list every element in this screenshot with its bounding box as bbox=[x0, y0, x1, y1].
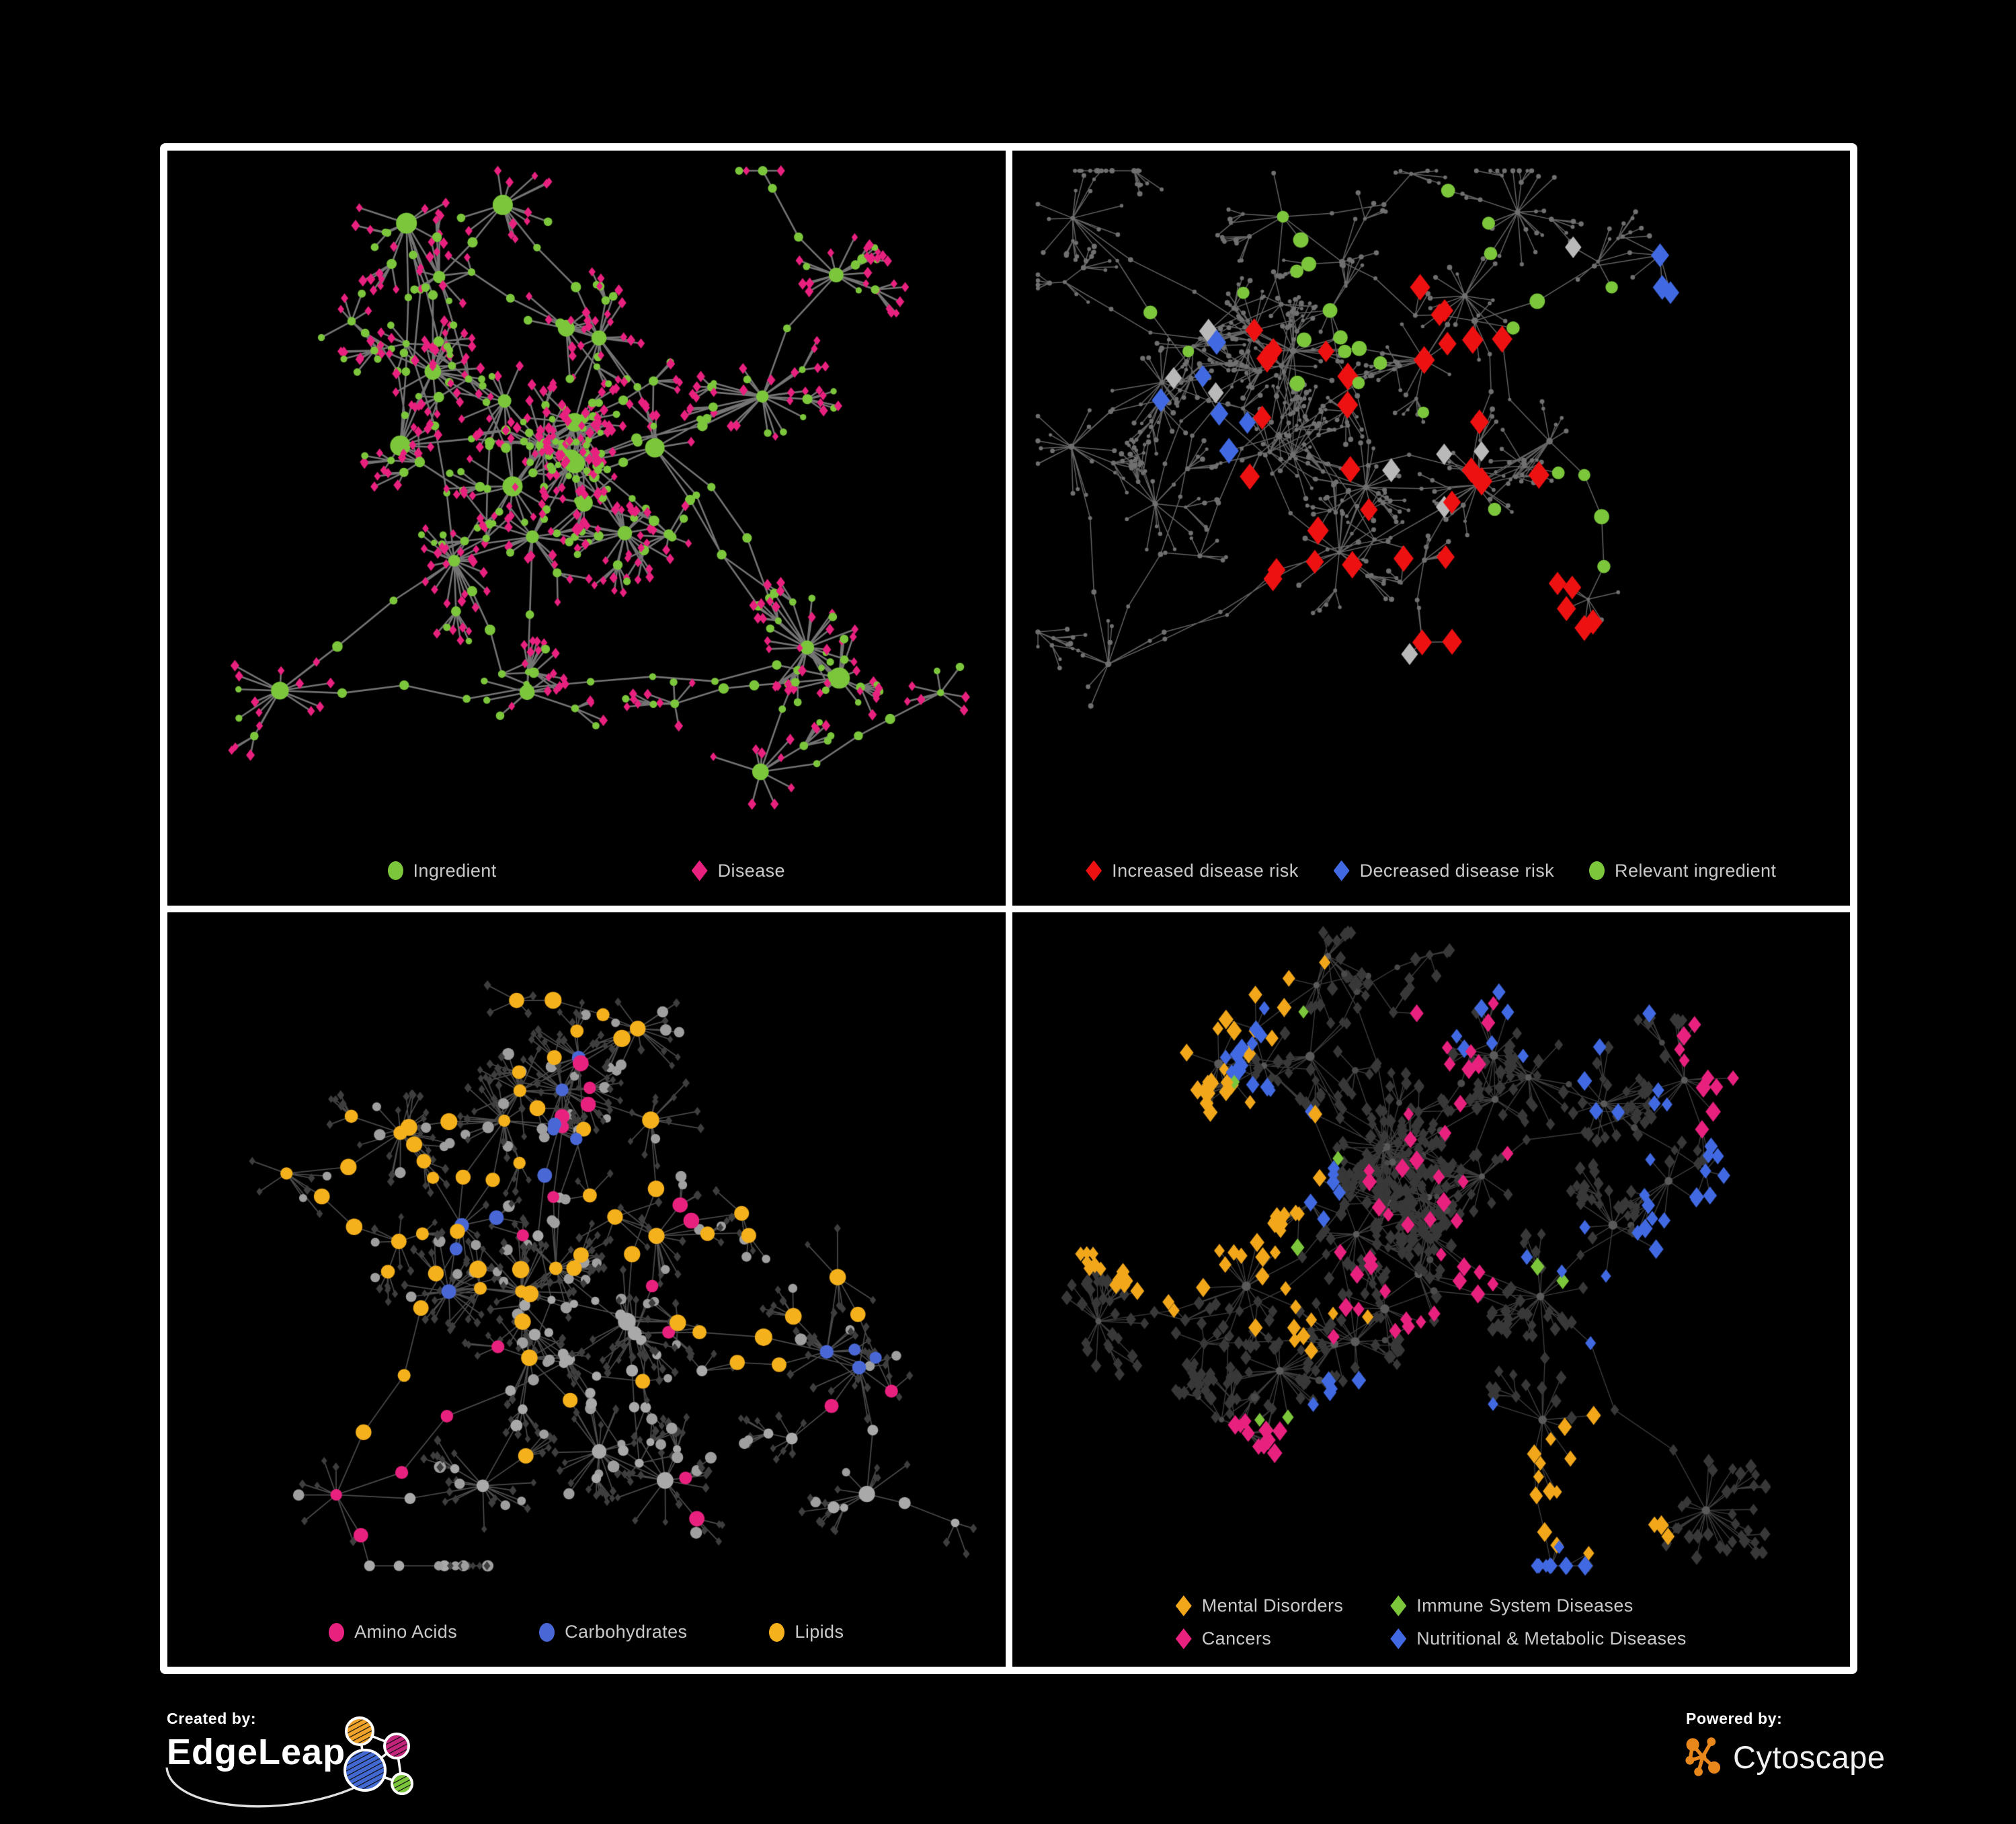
legend-label: Lipids bbox=[795, 1622, 844, 1642]
network-canvas-disease-risk bbox=[1012, 151, 1850, 905]
network-canvas-ingredient-disease bbox=[167, 151, 1005, 905]
panel-disease-risk: Increased disease risk Decreased disease… bbox=[1012, 151, 1851, 906]
panel-disease-categories: Mental Disorders Immune System Diseases … bbox=[1012, 912, 1851, 1667]
legend-item: Cancers bbox=[1175, 1628, 1343, 1649]
legend-ingredient-disease: Ingredient Disease bbox=[167, 860, 1006, 881]
legend-disease-categories: Mental Disorders Immune System Diseases … bbox=[1012, 1595, 1851, 1649]
legend-item: Nutritional & Metabolic Diseases bbox=[1390, 1628, 1686, 1649]
legend-label: Increased disease risk bbox=[1112, 860, 1299, 881]
network-canvas-disease-categories bbox=[1012, 912, 1850, 1667]
relevant-ingredient-swatch-icon bbox=[1589, 861, 1605, 880]
created-by-credit: Created by: EdgeLeap bbox=[160, 1710, 496, 1824]
cytoscape-wordmark: Cytoscape bbox=[1733, 1739, 1886, 1775]
network-canvas-nutrient-classes bbox=[167, 912, 1005, 1667]
decreased-risk-swatch-icon bbox=[1333, 860, 1350, 881]
legend-disease-risk: Increased disease risk Decreased disease… bbox=[1012, 860, 1851, 881]
mental-disorders-swatch-icon bbox=[1175, 1595, 1192, 1616]
lipids-swatch-icon bbox=[769, 1622, 785, 1642]
legend-item: Relevant ingredient bbox=[1589, 861, 1776, 881]
legend-label: Immune System Diseases bbox=[1416, 1595, 1634, 1616]
legend-item: Carbohydrates bbox=[539, 1622, 687, 1642]
legend-nutrient-classes: Amino Acids Carbohydrates Lipids bbox=[167, 1622, 1006, 1642]
legend-label: Nutritional & Metabolic Diseases bbox=[1416, 1628, 1687, 1649]
legend-label: Mental Disorders bbox=[1201, 1595, 1344, 1616]
powered-by-label: Powered by: bbox=[1686, 1710, 1783, 1727]
increased-risk-swatch-icon bbox=[1086, 860, 1102, 881]
legend-label: Decreased disease risk bbox=[1359, 860, 1555, 881]
immune-system-diseases-swatch-icon bbox=[1390, 1595, 1407, 1616]
cytoscape-logo-icon bbox=[1685, 1737, 1721, 1776]
panel-nutrient-classes: Amino Acids Carbohydrates Lipids bbox=[167, 912, 1006, 1667]
legend-label: Disease bbox=[717, 860, 785, 881]
disease-swatch-icon bbox=[691, 860, 708, 881]
ingredient-swatch-icon bbox=[387, 861, 403, 880]
created-by-label: Created by: bbox=[167, 1710, 257, 1727]
amino-acids-swatch-icon bbox=[329, 1622, 345, 1642]
legend-item: Immune System Diseases bbox=[1390, 1595, 1686, 1616]
nutritional-metabolic-diseases-swatch-icon bbox=[1390, 1628, 1407, 1649]
legend-label: Cancers bbox=[1201, 1628, 1272, 1649]
legend-label: Relevant ingredient bbox=[1615, 860, 1777, 881]
powered-by-credit: Powered by: Cytoscape bbox=[1679, 1710, 1995, 1824]
carbohydrates-swatch-icon bbox=[539, 1622, 555, 1642]
edgeleap-wordmark: EdgeLeap bbox=[167, 1732, 346, 1772]
legend-item: Decreased disease risk bbox=[1333, 860, 1555, 881]
cancers-swatch-icon bbox=[1175, 1628, 1192, 1649]
legend-label: Ingredient bbox=[413, 860, 497, 881]
legend-item: Increased disease risk bbox=[1086, 860, 1299, 881]
legend-item: Disease bbox=[691, 860, 785, 881]
legend-item: Lipids bbox=[769, 1622, 844, 1642]
panel-grid: Ingredient Disease Increased disease ris… bbox=[160, 143, 1857, 1674]
legend-item: Amino Acids bbox=[329, 1622, 457, 1642]
legend-label: Carbohydrates bbox=[565, 1622, 688, 1642]
legend-item: Mental Disorders bbox=[1175, 1595, 1344, 1616]
legend-label: Amino Acids bbox=[354, 1622, 458, 1642]
legend-item: Ingredient bbox=[387, 860, 497, 881]
edgeleap-logo-icon bbox=[165, 1716, 413, 1808]
panel-ingredient-disease: Ingredient Disease bbox=[167, 151, 1006, 906]
